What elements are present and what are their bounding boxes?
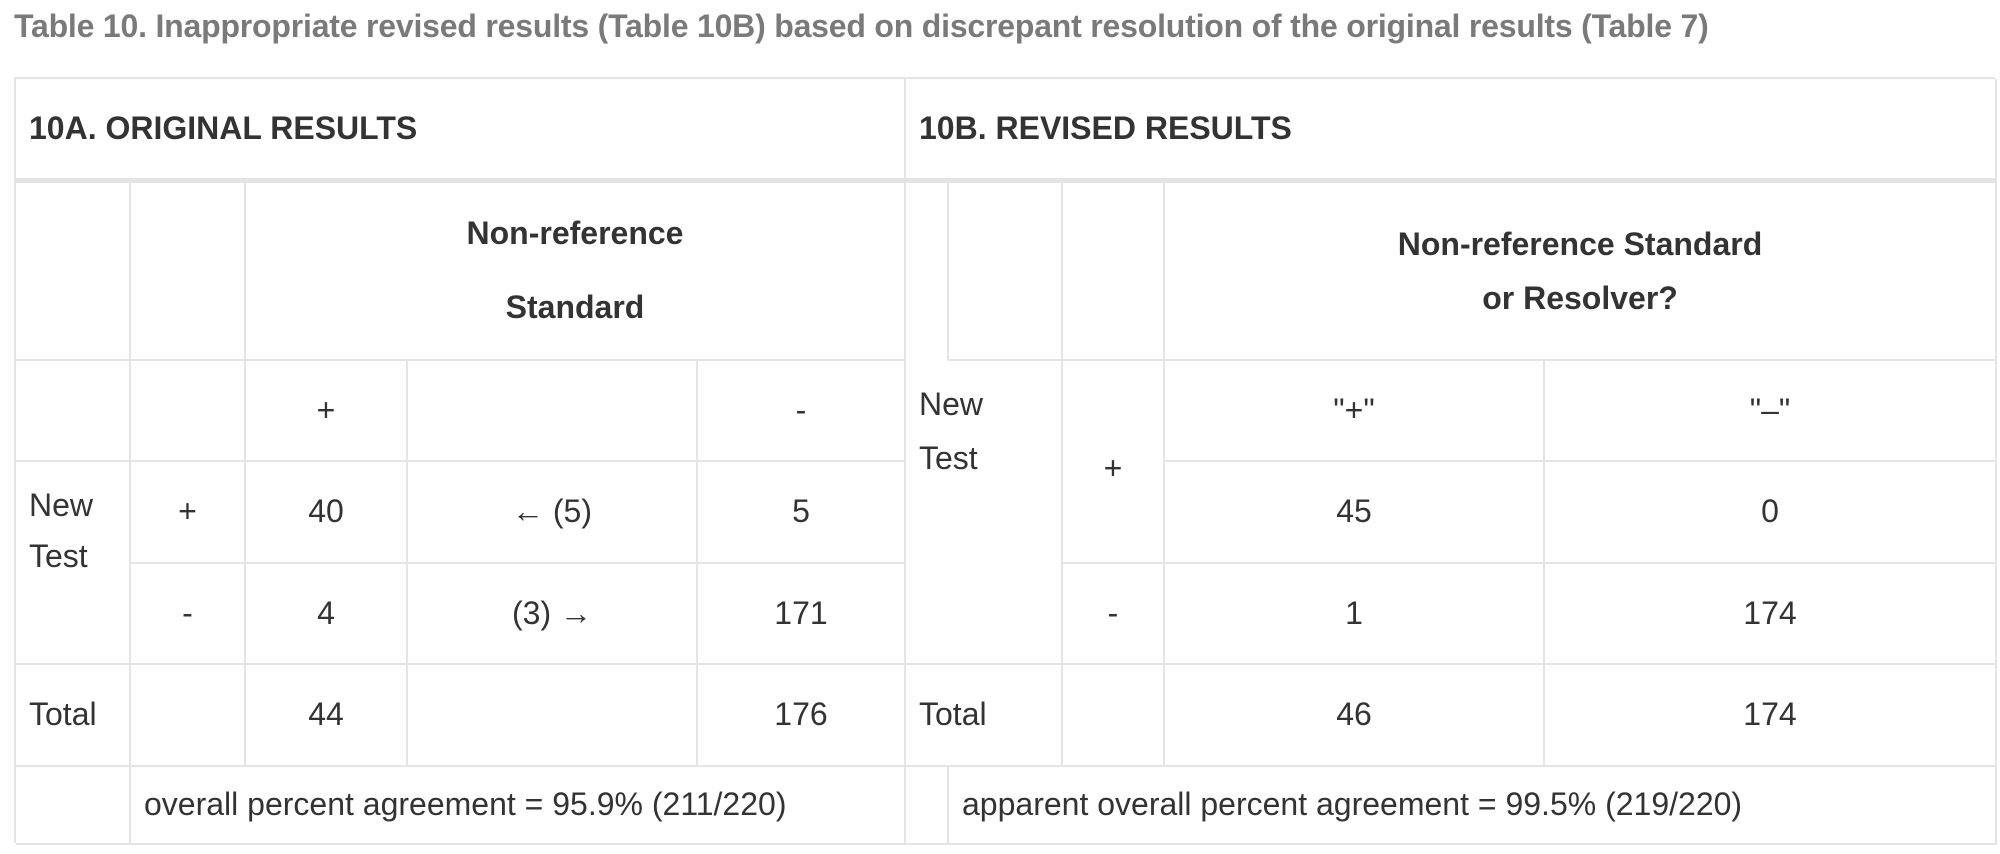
original-agreement: overall percent agreement = 95.9% (211/2… xyxy=(131,767,906,845)
revised-total-minus: 174 xyxy=(1545,665,1997,767)
original-column-header-line1: Non-reference xyxy=(466,215,684,252)
empty-cell xyxy=(131,361,246,462)
results-table: 10A. ORIGINAL RESULTS 10B. REVISED RESUL… xyxy=(14,77,1997,845)
original-row-plus: + xyxy=(131,462,246,564)
original-row-label: New Test xyxy=(16,462,131,665)
original-total-label: Total xyxy=(16,665,131,767)
original-arrow-right: (3) → xyxy=(408,564,698,665)
empty-cell xyxy=(408,361,698,462)
revised-col-minus: "–" xyxy=(1545,361,1997,462)
revised-cell-minus-minus: 174 xyxy=(1545,564,1997,665)
original-cell-plus-minus: 5 xyxy=(698,462,906,564)
revised-total-plus: 46 xyxy=(1165,665,1545,767)
table-caption: Table 10. Inappropriate revised results … xyxy=(14,8,1709,44)
original-row-minus: - xyxy=(131,564,246,665)
original-cell-plus-plus: 40 xyxy=(246,462,408,564)
revised-total-label: Total xyxy=(906,665,1063,767)
revised-cell-minus-plus: 1 xyxy=(1165,564,1545,665)
original-total-minus: 176 xyxy=(698,665,906,767)
original-total-plus: 44 xyxy=(246,665,408,767)
original-arrow-left: ← (5) xyxy=(408,462,698,564)
empty-cell xyxy=(906,183,949,361)
revised-agreement: apparent overall percent agreement = 99.… xyxy=(949,767,1997,845)
revised-row-minus: - xyxy=(1063,564,1165,665)
revised-column-header-line2: or Resolver? xyxy=(1482,280,1678,316)
revised-results-heading: 10B. REVISED RESULTS xyxy=(906,79,1997,183)
empty-cell xyxy=(16,767,131,845)
empty-cell xyxy=(131,665,246,767)
empty-cell xyxy=(131,183,246,361)
revised-column-header-line1: Non-reference Standard xyxy=(1397,225,1763,262)
empty-cell xyxy=(16,361,131,462)
empty-cell xyxy=(906,767,949,845)
revised-cell-plus-minus: 0 xyxy=(1545,462,1997,564)
empty-cell xyxy=(408,665,698,767)
original-col-plus: + xyxy=(246,361,408,462)
empty-cell xyxy=(16,183,131,361)
original-cell-minus-minus: 171 xyxy=(698,564,906,665)
empty-cell xyxy=(949,183,1063,361)
revised-row-label-line2: Test xyxy=(919,440,978,477)
original-cell-minus-plus: 4 xyxy=(246,564,408,665)
original-col-minus: - xyxy=(698,361,906,462)
original-row-label-line1: New xyxy=(29,487,94,523)
empty-cell xyxy=(1063,665,1165,767)
revised-row-label-line1: New xyxy=(919,386,984,422)
original-results-heading: 10A. ORIGINAL RESULTS xyxy=(16,79,906,183)
revised-column-header: Non-reference Standard or Resolver? xyxy=(1165,183,1997,361)
original-row-label-line2: Test xyxy=(29,538,88,575)
original-column-header: Non-reference Standard xyxy=(246,183,906,361)
revised-cell-plus-plus: 45 xyxy=(1165,462,1545,564)
revised-row-label: New Test xyxy=(906,361,1063,665)
empty-cell xyxy=(1063,183,1165,361)
revised-row-plus: + xyxy=(1063,361,1165,564)
revised-col-plus: "+" xyxy=(1165,361,1545,462)
original-column-header-line2: Standard xyxy=(505,289,645,325)
